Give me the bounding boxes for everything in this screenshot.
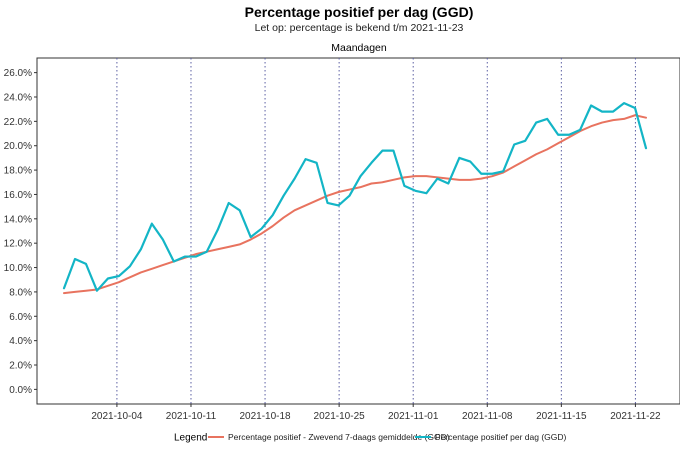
y-tick-label: 0.0% xyxy=(9,385,32,396)
legend: Legend Percentage positief - Zwevend 7-da… xyxy=(174,432,567,444)
y-tick-label: 26.0% xyxy=(4,68,32,79)
x-axis: 2021-10-04 2021-10-11 2021-10-18 2021-10-25… xyxy=(91,404,661,422)
y-tick-label: 24.0% xyxy=(4,92,32,103)
chart-title: Percentage positief per dag (GGD) xyxy=(245,4,474,20)
series-line-2 xyxy=(62,101,648,292)
x-tick-label: 2021-11-08 xyxy=(462,411,513,422)
x-tick-label: 2021-11-01 xyxy=(388,411,439,422)
y-tick-label: 18.0% xyxy=(4,166,32,177)
y-tick-label: 20.0% xyxy=(4,141,32,152)
y-tick-label: 12.0% xyxy=(4,239,32,250)
x-tick-label: 2021-10-04 xyxy=(91,411,143,422)
y-tick-label: 16.0% xyxy=(4,190,32,201)
x-tick-label: 2021-11-15 xyxy=(536,411,587,422)
x-tick-label: 2021-10-11 xyxy=(166,411,217,422)
legend-label-2: Percentage positief per dag (GGD) xyxy=(435,432,567,442)
y-tick-label: 2.0% xyxy=(9,361,32,372)
legend-label-1: Percentage positief - Zwevend 7-daags ge… xyxy=(228,432,450,442)
monday-lines xyxy=(116,58,636,404)
y-tick-label: 6.0% xyxy=(9,312,32,323)
chart-subtitle: Let op: percentage is bekend t/m 2021-11… xyxy=(255,22,464,34)
facet-label: Maandagen xyxy=(331,42,387,54)
y-tick-label: 8.0% xyxy=(9,287,32,298)
x-tick-label: 2021-10-18 xyxy=(239,411,291,422)
y-tick-label: 22.0% xyxy=(4,117,32,128)
series-line-1 xyxy=(63,114,647,295)
series-layer xyxy=(62,101,648,295)
y-tick-label: 14.0% xyxy=(4,214,32,225)
plot-panel xyxy=(36,57,680,405)
legend-title: Legend xyxy=(174,433,207,444)
y-tick-label: 4.0% xyxy=(9,336,32,347)
x-tick-label: 2021-11-22 xyxy=(610,411,661,422)
y-axis: 0.0% 2.0% 4.0% 6.0% 8.0% 10.0% 12.0% 14.0% 16.0%… xyxy=(4,68,37,396)
y-tick-label: 10.0% xyxy=(4,263,32,274)
x-tick-label: 2021-10-25 xyxy=(314,411,366,422)
